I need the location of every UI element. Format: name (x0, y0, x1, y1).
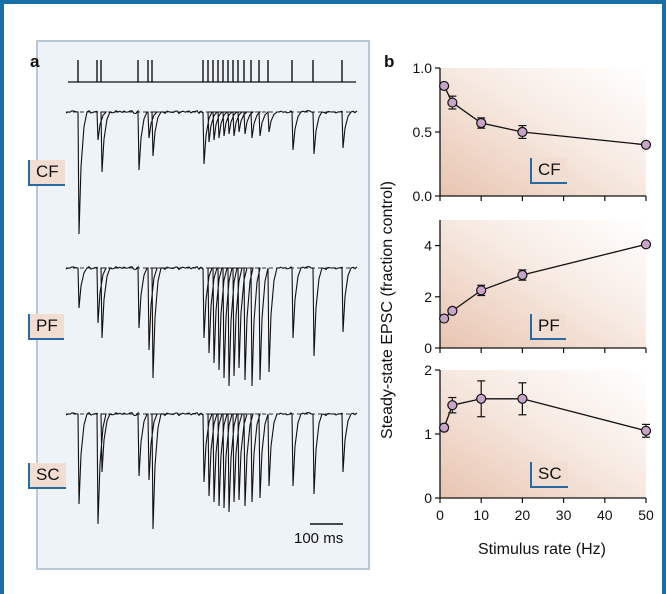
y-tick-label: 1 (424, 426, 432, 442)
data-point (447, 400, 458, 411)
data-point (640, 425, 652, 436)
y-tick-label: 4 (424, 238, 432, 254)
epsc-trace-sc (65, 411, 358, 530)
scalebar-label: 100 ms (294, 530, 344, 547)
chart-label-pf: PF (530, 314, 566, 340)
data-point (476, 285, 487, 296)
panel-a-letter: a (30, 52, 40, 71)
y-tick-label: 0.5 (413, 124, 433, 140)
data-point (517, 269, 528, 281)
data-point (476, 117, 487, 129)
trace-label-pf: PF (28, 314, 64, 340)
y-tick-label: 0.0 (413, 188, 433, 204)
y-tick-label: 0 (424, 490, 432, 506)
x-axis-label: Stimulus rate (Hz) (478, 541, 606, 558)
trace-label-sc: SC (28, 463, 66, 489)
y-tick-label: 0 (424, 340, 432, 356)
data-point (640, 139, 652, 150)
data-point (476, 393, 487, 404)
frame-left-border (0, 0, 4, 594)
data-point (439, 313, 450, 324)
data-point (517, 126, 528, 138)
y-tick-label: 2 (424, 362, 432, 378)
chart-label-cf: CF (530, 158, 567, 184)
epsc-trace-cf (65, 109, 358, 235)
x-tick-label: 20 (515, 507, 531, 523)
data-point (447, 97, 458, 108)
trace-label-cf: CF (28, 160, 65, 186)
panel-b-letter: b (384, 52, 395, 71)
data-point (447, 305, 458, 316)
chart-label-sc: SC (530, 462, 568, 488)
data-point (517, 393, 528, 404)
y-tick-label: 1.0 (413, 60, 433, 76)
y-axis-label: Steady-state EPSC (fraction control) (379, 181, 396, 439)
x-tick-label: 50 (638, 507, 654, 523)
x-tick-label: 0 (436, 507, 444, 523)
epsc-trace-pf (65, 265, 358, 387)
frame-top-border (0, 0, 666, 4)
data-point (640, 239, 652, 250)
frame-right-border (662, 0, 666, 594)
data-point (439, 80, 450, 92)
x-tick-label: 40 (597, 507, 613, 523)
x-tick-label: 10 (473, 507, 489, 523)
data-point (439, 422, 450, 433)
y-tick-label: 2 (424, 289, 432, 305)
x-tick-label: 30 (556, 507, 572, 523)
